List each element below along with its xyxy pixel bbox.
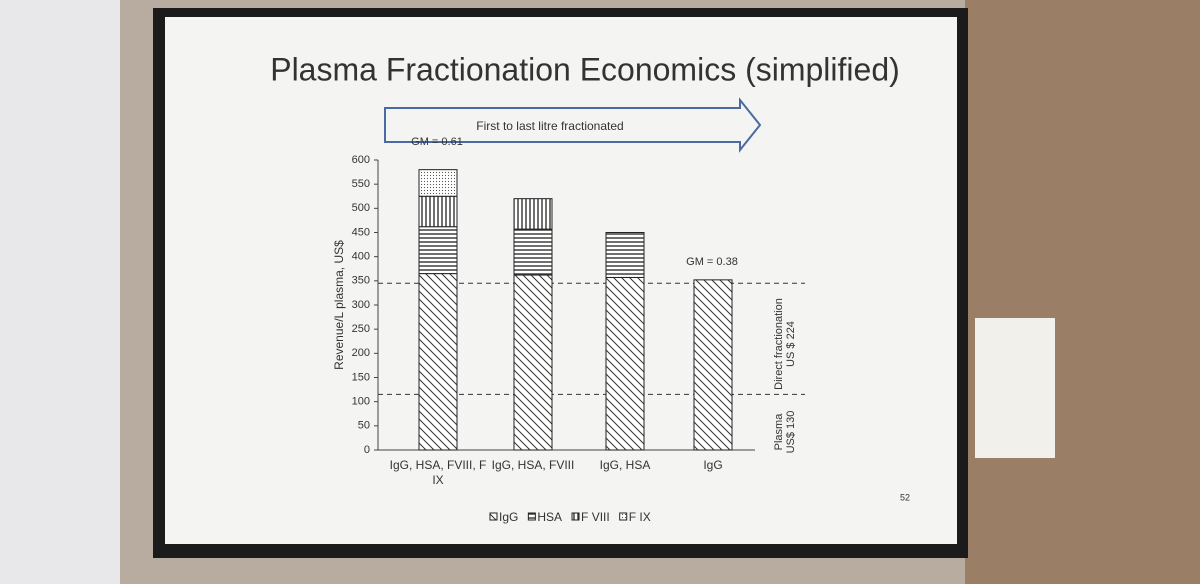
bar-segment: [605, 276, 645, 451]
y-tick-label: 400: [352, 251, 370, 263]
curtain: [0, 0, 120, 584]
wall: [965, 0, 1200, 584]
annotation: GM = 0.38: [686, 256, 738, 268]
y-tick-label: 50: [358, 420, 370, 432]
bar-segment: [418, 195, 458, 228]
bar-segment: [418, 273, 458, 451]
y-tick-label: 300: [352, 299, 370, 311]
y-tick-label: 450: [352, 226, 370, 238]
x-tick-label: IgG: [703, 458, 723, 472]
x-tick-label: IgG, HSA: [599, 458, 651, 472]
slide: [165, 17, 957, 544]
legend-label: HSA: [537, 510, 562, 524]
legend-swatch: [571, 512, 580, 521]
legend-label: F IX: [629, 510, 651, 524]
bar-segment: [605, 232, 645, 278]
y-tick-label: 550: [352, 178, 370, 190]
page-number: 52: [900, 492, 910, 502]
legend-label: IgG: [499, 510, 518, 524]
y-tick-label: 0: [364, 444, 370, 456]
arrow: [384, 97, 762, 153]
x-tick-label: IgG, HSA, FVIII, F IX: [389, 458, 487, 487]
y-tick-label: 100: [352, 396, 370, 408]
bar-segment: [513, 198, 553, 230]
y-tick-label: 250: [352, 323, 370, 335]
y-tick-label: 350: [352, 275, 370, 287]
legend-swatch: [619, 512, 628, 521]
poster: [975, 318, 1055, 458]
y-tick-label: 150: [352, 371, 370, 383]
legend-swatch: [489, 512, 498, 521]
bar-segment: [418, 226, 458, 275]
bar-segment: [513, 228, 553, 276]
bar-segment: [693, 279, 733, 451]
bar-segment: [418, 169, 458, 197]
y-tick-label: 600: [352, 154, 370, 166]
legend-label: F VIII: [581, 510, 610, 524]
side-label: Plasma US$ 130: [773, 410, 797, 454]
arrow-label: First to last litre fractionated: [476, 119, 623, 133]
slide-title: Plasma Fractionation Economics (simplifi…: [270, 51, 900, 87]
side-label: Direct fractionation US $ 224: [773, 298, 797, 390]
y-tick-label: 200: [352, 347, 370, 359]
y-tick-label: 500: [352, 202, 370, 214]
annotation: GM = 0.61: [411, 136, 463, 148]
x-tick-label: IgG, HSA, FVIII: [491, 458, 575, 472]
legend-swatch: [527, 512, 536, 521]
y-axis-label: Revenue/L plasma, US$: [332, 240, 346, 370]
bar-segment: [513, 274, 553, 451]
